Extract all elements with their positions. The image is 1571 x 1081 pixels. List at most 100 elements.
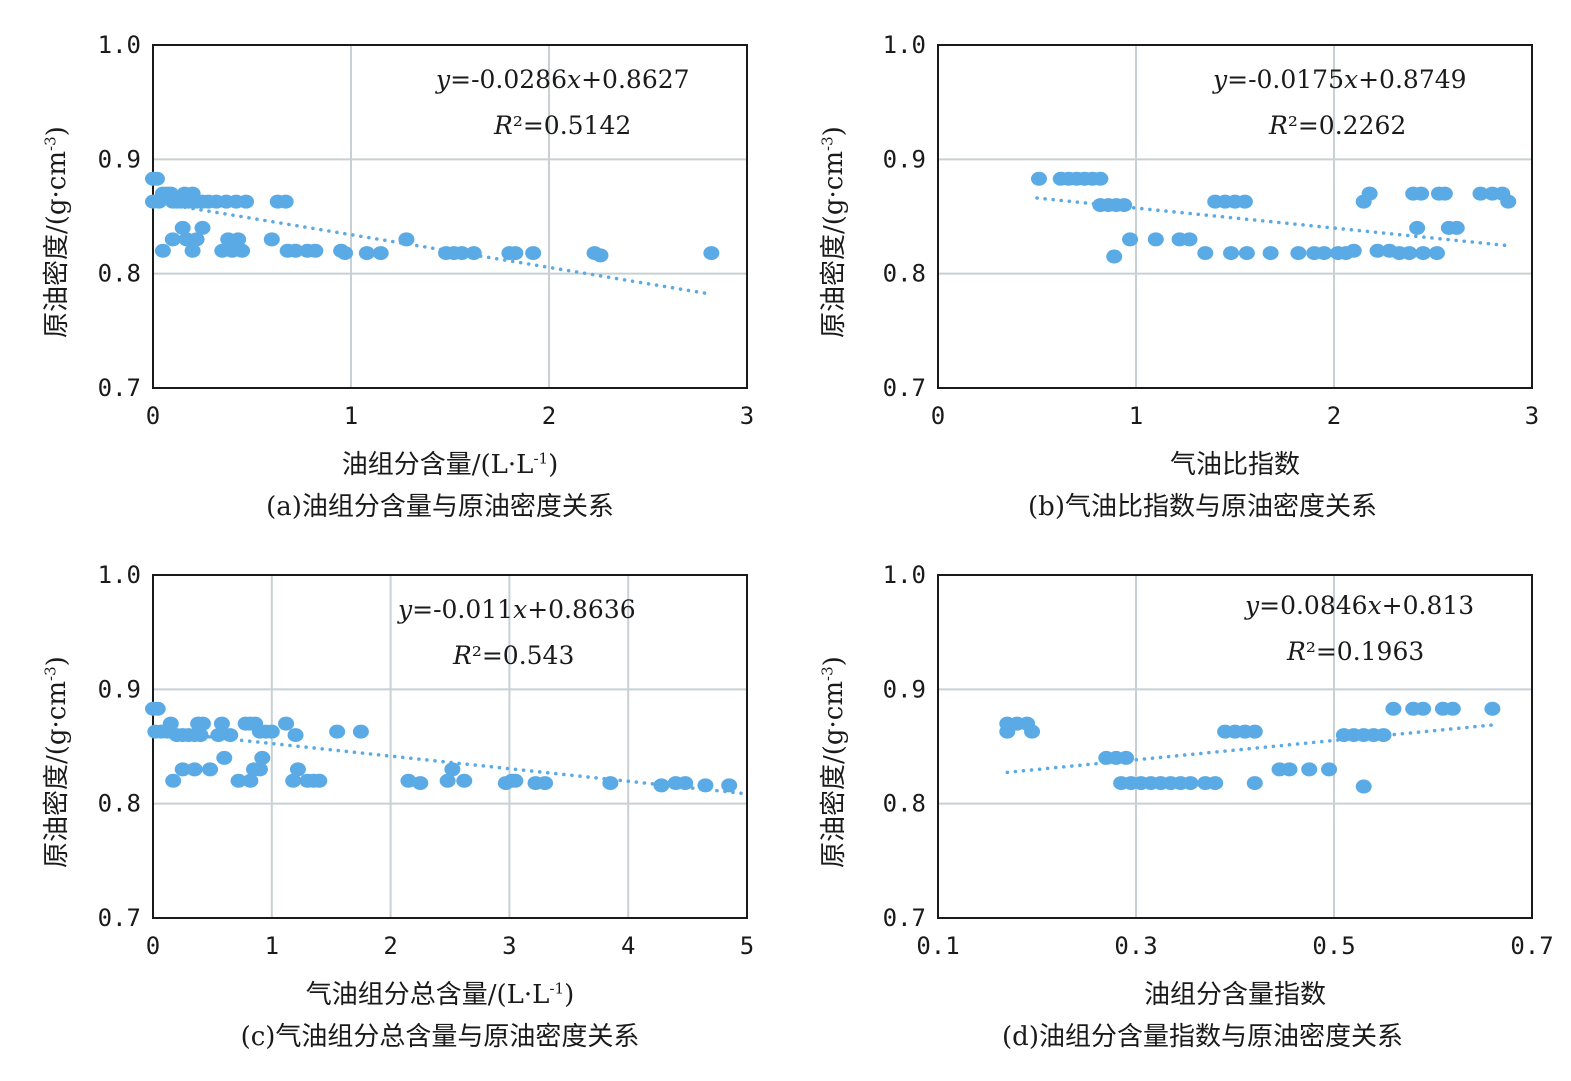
data-point [456, 773, 473, 788]
x-tick-label: 1 [265, 932, 279, 960]
data-point [337, 246, 354, 261]
data-point [507, 773, 524, 788]
data-point [1118, 750, 1135, 765]
data-point [703, 246, 720, 261]
x-tick-label: 0 [146, 402, 160, 430]
r-squared-a: R²=0.5142 [494, 111, 632, 140]
data-point [1415, 246, 1432, 261]
y-axis-label-d: 原油密度/(g·cm-3) [818, 656, 849, 868]
data-point [164, 232, 181, 247]
data-point [1401, 246, 1418, 261]
y-tick-label: 1.0 [98, 31, 141, 59]
y-tick-label: 0.9 [98, 145, 141, 173]
data-point [372, 246, 389, 261]
data-point [238, 194, 255, 209]
trend-line [151, 200, 710, 296]
y-tick-label: 0.7 [98, 904, 141, 932]
data-point [202, 762, 219, 777]
data-point [1385, 701, 1402, 716]
x-tick-label: 0.1 [916, 932, 959, 960]
data-point [165, 773, 182, 788]
data-point [537, 776, 554, 791]
data-point [358, 246, 375, 261]
data-point [1345, 243, 1362, 258]
plot-frame [937, 574, 1533, 919]
x-tick-label: 4 [621, 932, 635, 960]
data-point [230, 232, 247, 247]
y-tick-label: 0.9 [98, 675, 141, 703]
data-point [507, 246, 524, 261]
data-point [210, 728, 227, 743]
chart-caption-d: (d)油组分含量指数与原油密度关系 [1002, 1022, 1403, 1052]
data-point [1246, 776, 1263, 791]
data-point [1223, 246, 1240, 261]
y-tick-label: 1.0 [98, 561, 141, 589]
data-point [1413, 186, 1430, 201]
data-point [148, 171, 165, 186]
data-point [1428, 246, 1445, 261]
chart-plot-b: 0 1 2 3 0.7 0.8 0.9 1.0 [883, 31, 1540, 430]
data-point [721, 778, 738, 793]
data-point [287, 728, 304, 743]
x-tick-label: 3 [1525, 402, 1539, 430]
data-point [1106, 249, 1123, 264]
data-point [1301, 762, 1318, 777]
data-point [194, 716, 211, 731]
data-point [251, 762, 268, 777]
y-tick-label: 0.9 [883, 145, 926, 173]
data-point [263, 724, 280, 739]
r-squared-c: R²=0.543 [453, 641, 575, 670]
r-squared-b: R²=0.2262 [1269, 111, 1407, 140]
data-point [254, 750, 271, 765]
data-point [439, 773, 456, 788]
chart-panel-b: 0 1 2 3 0.7 0.8 0.9 1.0 y=-0.0175x+0.8749 R²=0.… [785, 0, 1570, 540]
chart-plot-c: 0 1 2 3 4 5 0.7 0.8 0.9 1.0 [98, 561, 755, 960]
data-point [1181, 232, 1198, 247]
data-point [307, 243, 324, 258]
y-axis-label-c: 原油密度/(g·cm-3) [41, 656, 72, 868]
x-tick-label: 0 [146, 932, 160, 960]
data-point [1369, 243, 1386, 258]
y-tick-label: 0.7 [883, 374, 926, 402]
data-point [174, 220, 191, 235]
y-tick-label: 0.8 [98, 790, 141, 818]
data-point [242, 773, 259, 788]
y-tick-label: 0.9 [883, 675, 926, 703]
data-point [311, 773, 328, 788]
data-point [1361, 186, 1378, 201]
data-point [234, 243, 251, 258]
data-point [263, 232, 280, 247]
data-point [592, 248, 609, 263]
chart-caption-c: (c)气油组分总含量与原油密度关系 [240, 1022, 640, 1052]
data-point [149, 701, 166, 716]
plot-frame [937, 44, 1533, 389]
data-point [1355, 779, 1372, 794]
chart-plot-a: 0 1 2 3 0.7 0.8 0.9 1.0 [98, 31, 755, 430]
data-point [1122, 232, 1139, 247]
x-tick-label: 1 [1129, 402, 1143, 430]
data-point [677, 776, 694, 791]
plot-frame [152, 574, 748, 919]
trend-line [1035, 196, 1514, 248]
x-tick-label: 2 [1327, 402, 1341, 430]
data-point [1436, 186, 1453, 201]
trend-equation-d: y=0.0846x+0.813 [1245, 591, 1475, 620]
data-point [1236, 194, 1253, 209]
trend-equation-a: y=-0.0286x+0.8627 [436, 65, 690, 94]
x-tick-label: 3 [740, 402, 754, 430]
y-tick-label: 0.7 [98, 374, 141, 402]
data-point [1116, 198, 1133, 213]
chart-panel-d: 0.1 0.3 0.5 0.7 0.7 0.8 0.9 1.0 y=0.0846x+0.813… [785, 530, 1570, 1070]
data-point [1262, 246, 1279, 261]
x-tick-label: 0.7 [1510, 932, 1553, 960]
data-point [1207, 776, 1224, 791]
data-point [465, 246, 482, 261]
data-point [1147, 232, 1164, 247]
chart-plot-d: 0.1 0.3 0.5 0.7 0.7 0.8 0.9 1.0 [883, 561, 1554, 960]
data-point [1444, 701, 1461, 716]
data-point [1375, 728, 1392, 743]
data-point [525, 246, 542, 261]
x-axis-label-c: 气油组分总含量/(L·L-1) [305, 979, 575, 1010]
data-point [444, 762, 461, 777]
chart-panel-a: 0 1 2 3 0.7 0.8 0.9 1.0 y=-0.0286x+0.8627 R²=0.… [0, 0, 785, 540]
